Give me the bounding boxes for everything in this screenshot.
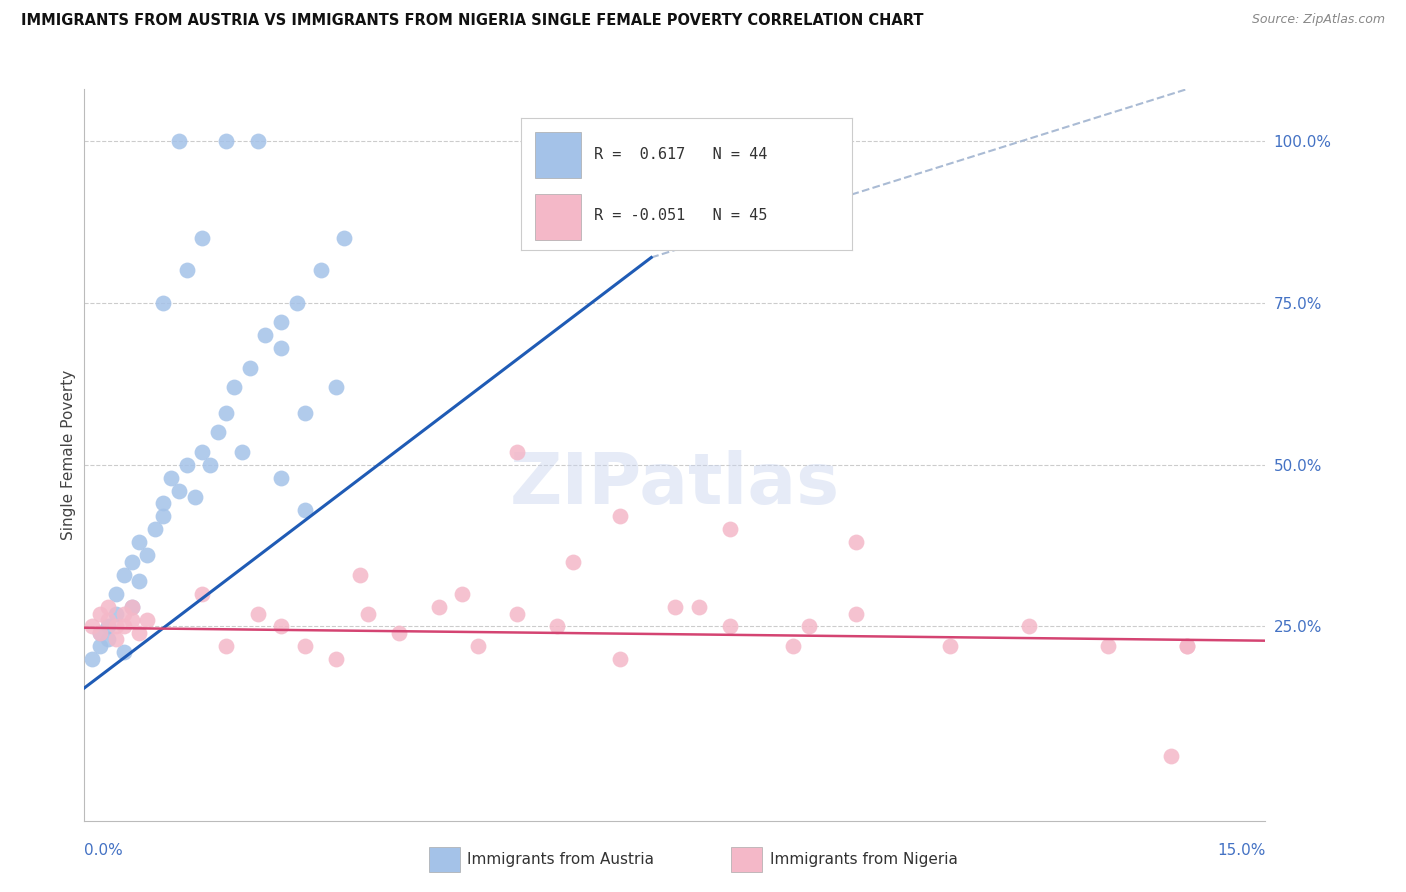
Point — [309, 263, 332, 277]
Point — [270, 341, 292, 355]
Point — [191, 587, 214, 601]
Point — [239, 360, 262, 375]
Point — [152, 496, 174, 510]
Point — [1175, 639, 1198, 653]
Point — [1018, 619, 1040, 633]
Point — [167, 483, 190, 498]
Point — [136, 613, 159, 627]
Point — [231, 444, 253, 458]
Point — [845, 535, 868, 549]
Text: IMMIGRANTS FROM AUSTRIA VS IMMIGRANTS FROM NIGERIA SINGLE FEMALE POVERTY CORRELA: IMMIGRANTS FROM AUSTRIA VS IMMIGRANTS FR… — [21, 13, 924, 29]
Point — [797, 619, 820, 633]
Point — [112, 567, 135, 582]
Point — [191, 231, 214, 245]
Point — [207, 425, 229, 440]
Point — [136, 548, 159, 562]
Point — [561, 555, 583, 569]
Point — [121, 600, 143, 615]
Point — [97, 619, 120, 633]
Point — [89, 607, 111, 621]
Point — [176, 263, 198, 277]
Point — [222, 380, 245, 394]
Point — [325, 652, 347, 666]
Point — [285, 295, 308, 310]
Point — [506, 444, 529, 458]
Point — [112, 619, 135, 633]
Point — [121, 600, 143, 615]
Point — [121, 613, 143, 627]
Point — [1160, 748, 1182, 763]
Point — [718, 522, 741, 536]
Point — [176, 458, 198, 472]
Point — [294, 503, 316, 517]
Point — [183, 490, 205, 504]
Point — [333, 231, 356, 245]
Point — [104, 632, 127, 647]
Point — [939, 639, 962, 653]
Text: Immigrants from Nigeria: Immigrants from Nigeria — [770, 853, 959, 867]
Point — [782, 639, 804, 653]
Point — [254, 328, 277, 343]
Point — [388, 626, 411, 640]
Point — [112, 607, 135, 621]
Point — [1097, 639, 1119, 653]
Point — [200, 458, 222, 472]
Point — [152, 295, 174, 310]
Text: 0.0%: 0.0% — [84, 843, 124, 858]
Point — [215, 639, 238, 653]
Point — [688, 600, 710, 615]
Point — [104, 619, 127, 633]
Point — [246, 134, 269, 148]
Point — [506, 607, 529, 621]
Point — [112, 645, 135, 659]
Point — [718, 619, 741, 633]
Point — [270, 315, 292, 329]
Point — [89, 626, 111, 640]
Point — [160, 470, 183, 484]
Point — [89, 626, 111, 640]
Point — [546, 619, 568, 633]
Point — [427, 600, 450, 615]
Point — [270, 470, 292, 484]
Point — [357, 607, 380, 621]
Text: 15.0%: 15.0% — [1218, 843, 1265, 858]
Point — [467, 639, 489, 653]
Point — [152, 509, 174, 524]
Text: ZIPatlas: ZIPatlas — [510, 450, 839, 518]
Point — [246, 607, 269, 621]
Point — [104, 587, 127, 601]
Point — [451, 587, 474, 601]
Point — [325, 380, 347, 394]
Point — [167, 134, 190, 148]
Point — [128, 535, 150, 549]
Point — [89, 639, 111, 653]
Point — [82, 652, 104, 666]
Point — [128, 574, 150, 589]
Point — [349, 567, 371, 582]
Point — [191, 444, 214, 458]
Point — [1175, 639, 1198, 653]
Point — [82, 619, 104, 633]
Point — [664, 600, 686, 615]
Point — [215, 406, 238, 420]
Point — [609, 652, 631, 666]
Point — [270, 619, 292, 633]
Point — [609, 509, 631, 524]
Point — [97, 613, 120, 627]
Point — [97, 632, 120, 647]
Point — [104, 607, 127, 621]
Point — [128, 626, 150, 640]
Point — [294, 639, 316, 653]
Point — [215, 134, 238, 148]
Y-axis label: Single Female Poverty: Single Female Poverty — [60, 370, 76, 540]
Point — [121, 555, 143, 569]
Text: Immigrants from Austria: Immigrants from Austria — [467, 853, 654, 867]
Point — [294, 406, 316, 420]
Point — [845, 607, 868, 621]
Point — [143, 522, 166, 536]
Text: Source: ZipAtlas.com: Source: ZipAtlas.com — [1251, 13, 1385, 27]
Point — [97, 600, 120, 615]
